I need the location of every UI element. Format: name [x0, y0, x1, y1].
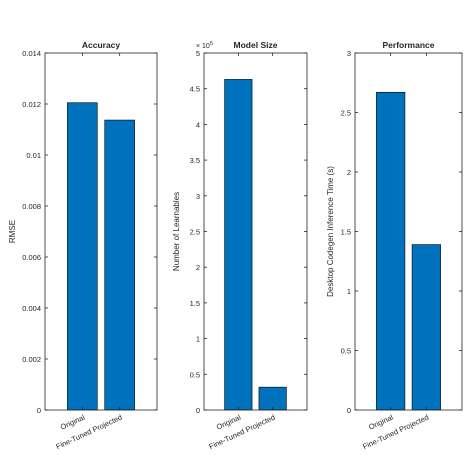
subplot-2: 00.511.522.533.544.55OriginalFine-Tuned …: [172, 40, 308, 451]
x-tick-label-1-1: Original: [59, 413, 87, 432]
subplot-title-3: Performance: [383, 40, 435, 50]
y-tick-label-3-7: 3: [347, 49, 351, 58]
y-tick-label-1-7: 0.012: [22, 100, 41, 109]
y-tick-label-2-9: 4: [196, 120, 200, 129]
y-tick-label-3-6: 2.5: [341, 109, 351, 118]
axes-box-1: [44, 52, 158, 411]
bar-3-2: [411, 244, 441, 411]
y-tick-label-3-2: 0.5: [341, 347, 351, 356]
subplot-title-1: Accuracy: [82, 40, 121, 50]
bar-1-2: [104, 119, 135, 411]
y-tick-label-2-3: 1: [196, 335, 200, 344]
y-tick-label-3-1: 0: [347, 406, 351, 415]
y-axis-exponent-2: × 105: [196, 41, 213, 50]
y-tick-label-1-6: 0.01: [26, 151, 41, 160]
subplot-title-2: Model Size: [234, 40, 278, 50]
y-tick-label-3-3: 1: [347, 287, 351, 296]
axes-box-3: [354, 52, 463, 411]
y-tick-label-1-1: 0: [37, 406, 41, 415]
axes-box-2: [203, 52, 308, 411]
y-tick-label-3-4: 1.5: [341, 228, 351, 237]
bar-1-1: [67, 102, 98, 411]
y-tick-label-1-8: 0.014: [22, 49, 41, 58]
y-tick-label-1-2: 0.002: [22, 355, 41, 364]
bar-2-1: [224, 79, 253, 411]
y-tick-label-2-11: 5: [196, 49, 200, 58]
y-tick-label-2-10: 4.5: [190, 85, 200, 94]
x-tick-label-3-2: Fine-Tuned Projected: [361, 413, 430, 452]
y-tick-label-2-2: 0.5: [190, 370, 200, 379]
y-tick-label-2-1: 0: [196, 406, 200, 415]
y-tick-label-2-6: 2.5: [190, 228, 200, 237]
bar-2-2: [258, 386, 287, 411]
y-tick-label-2-7: 3: [196, 192, 200, 201]
x-tick-label-1-2: Fine-Tuned Projected: [55, 413, 124, 452]
y-tick-label-3-5: 2: [347, 168, 351, 177]
y-axis-label-3: Desktop Codegen Inference Time (s): [326, 166, 335, 297]
y-tick-label-2-4: 1.5: [190, 299, 200, 308]
subplot-1: 0 0.002 0.004 0.006 0.008 0.01 0.012 0.014 Origi…: [8, 40, 158, 452]
y-axis-label-2: Number of Learnables: [172, 192, 181, 271]
y-tick-label-2-5: 2: [196, 263, 200, 272]
bar-3-1: [376, 91, 406, 411]
y-tick-label-1-4: 0.006: [22, 253, 41, 262]
y-tick-label-1-5: 0.008: [22, 202, 41, 211]
y-axis-label-1: RMSE: [8, 220, 17, 243]
y-tick-label-2-8: 3.5: [190, 156, 200, 165]
y-tick-label-1-3: 0.004: [22, 304, 41, 313]
